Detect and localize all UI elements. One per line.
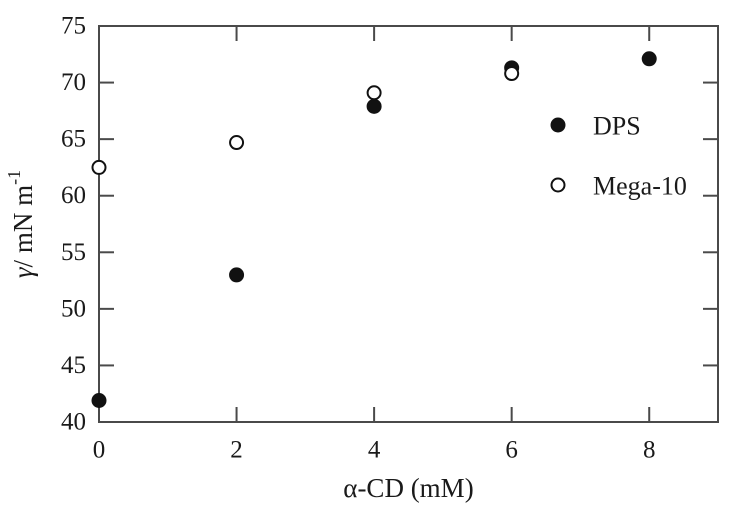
y-tick-label: 60 — [61, 182, 86, 209]
plot-frame — [98, 25, 719, 423]
y-tick-label: 40 — [61, 409, 86, 436]
x-tick-label: 0 — [93, 437, 106, 464]
legend-label-mega-10: Mega-10 — [593, 172, 687, 201]
legend-label-dps: DPS — [593, 112, 641, 141]
data-point-mega-10 — [229, 135, 245, 151]
legend-marker-dps — [550, 117, 566, 133]
x-tick-label: 8 — [643, 437, 656, 464]
y-tick-label: 75 — [61, 13, 86, 40]
y-tick-label: 55 — [61, 239, 86, 266]
y-tick-label: 65 — [61, 126, 86, 153]
y-tick-label: 50 — [61, 295, 86, 322]
x-tick-label: 6 — [505, 437, 518, 464]
data-point-dps — [366, 98, 382, 114]
data-point-dps — [229, 267, 245, 283]
x-axis-title: α-CD (mM) — [343, 473, 473, 503]
legend-marker-mega-10 — [550, 177, 566, 193]
y-axis-title: γ/ mN m-1 — [4, 170, 38, 278]
data-point-dps — [91, 393, 107, 409]
data-point-mega-10 — [91, 159, 107, 175]
data-point-dps — [641, 51, 657, 67]
x-tick-label: 4 — [368, 437, 381, 464]
data-point-mega-10 — [366, 85, 382, 101]
data-point-mega-10 — [504, 66, 520, 82]
x-tick-label: 2 — [230, 437, 243, 464]
y-tick-label: 45 — [61, 352, 86, 379]
y-tick-label: 70 — [61, 69, 86, 96]
